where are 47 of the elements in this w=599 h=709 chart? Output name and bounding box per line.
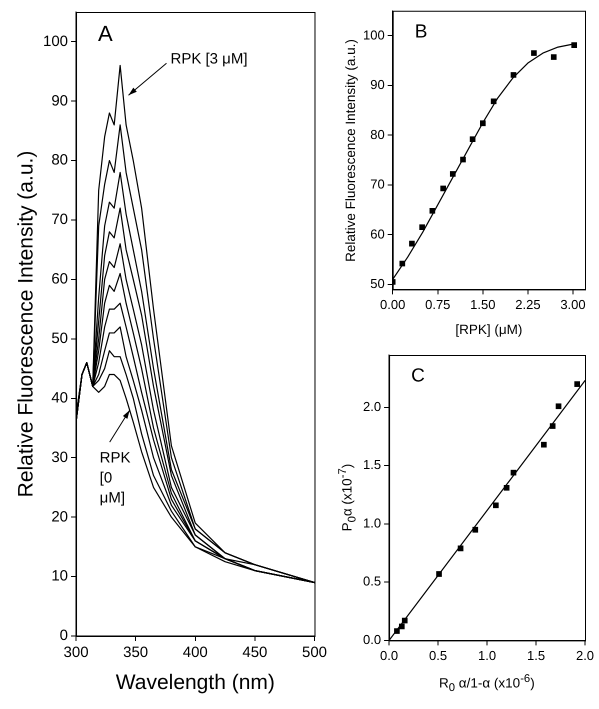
- x-tick-label: 0.00: [380, 296, 406, 312]
- annotation: RPK [0 μM]: [100, 449, 131, 506]
- x-axis-title: Wavelength (nm): [116, 671, 275, 695]
- y-tick-label: 40: [51, 389, 68, 406]
- x-tick-label: 0.0: [380, 648, 398, 663]
- y-tick-label: 100: [42, 32, 68, 50]
- y-tick-label: 1.5: [362, 457, 382, 472]
- x-tick-label: 1.50: [470, 296, 496, 312]
- y-tick-label: 90: [370, 77, 385, 92]
- x-tick-label: 300: [64, 644, 89, 662]
- x-tick-label: 2.0: [576, 648, 594, 663]
- y-tick-label: 50: [51, 330, 68, 347]
- y-tick-label: 50: [370, 276, 385, 292]
- y-tick-label: 70: [370, 176, 385, 192]
- y-tick-label: 20: [51, 508, 68, 526]
- y-tick-label: 60: [51, 270, 68, 288]
- y-tick-label: 1.0: [362, 515, 382, 530]
- x-axis-title: [RPK] (μM): [455, 322, 522, 337]
- annotation: C: [411, 366, 425, 387]
- y-tick-label: 80: [370, 126, 385, 142]
- x-tick-label: 350: [123, 644, 148, 662]
- y-axis-title: Relative Fluorescence Intensity (a.u.): [14, 150, 38, 498]
- annotation: B: [414, 22, 428, 43]
- y-tick-label: 60: [370, 226, 385, 242]
- x-tick-label: 1.5: [526, 648, 546, 663]
- y-tick-label: 0.0: [362, 632, 382, 647]
- y-tick-label: 80: [51, 152, 68, 169]
- annotation: A: [98, 21, 114, 46]
- y-tick-label: 30: [51, 448, 68, 466]
- y-tick-label: 70: [51, 211, 68, 228]
- y-tick-label: 90: [51, 92, 68, 110]
- y-tick-label: 0: [60, 627, 68, 644]
- x-tick-label: 500: [302, 644, 327, 662]
- x-tick-label: 450: [242, 644, 268, 662]
- y-tick-label: 2.0: [362, 399, 382, 414]
- y-tick-label: 100: [362, 27, 385, 42]
- y-tick-label: 0.5: [362, 574, 382, 589]
- x-tick-label: 1.0: [478, 648, 496, 663]
- annotation: RPK [3 μM]: [170, 50, 248, 68]
- x-tick-label: 400: [182, 644, 208, 662]
- x-axis-title: R$_{0}$ α/1-α (x10$^{-6}$): [439, 673, 535, 694]
- y-axis-title: Relative Fluorescence Intensity (a.u.): [342, 38, 358, 262]
- x-tick-label: 2.25: [515, 296, 541, 312]
- y-tick-label: 10: [51, 568, 68, 585]
- x-tick-label: 0.5: [429, 648, 448, 663]
- x-tick-label: 3.00: [560, 296, 586, 312]
- x-tick-label: 0.75: [425, 296, 450, 312]
